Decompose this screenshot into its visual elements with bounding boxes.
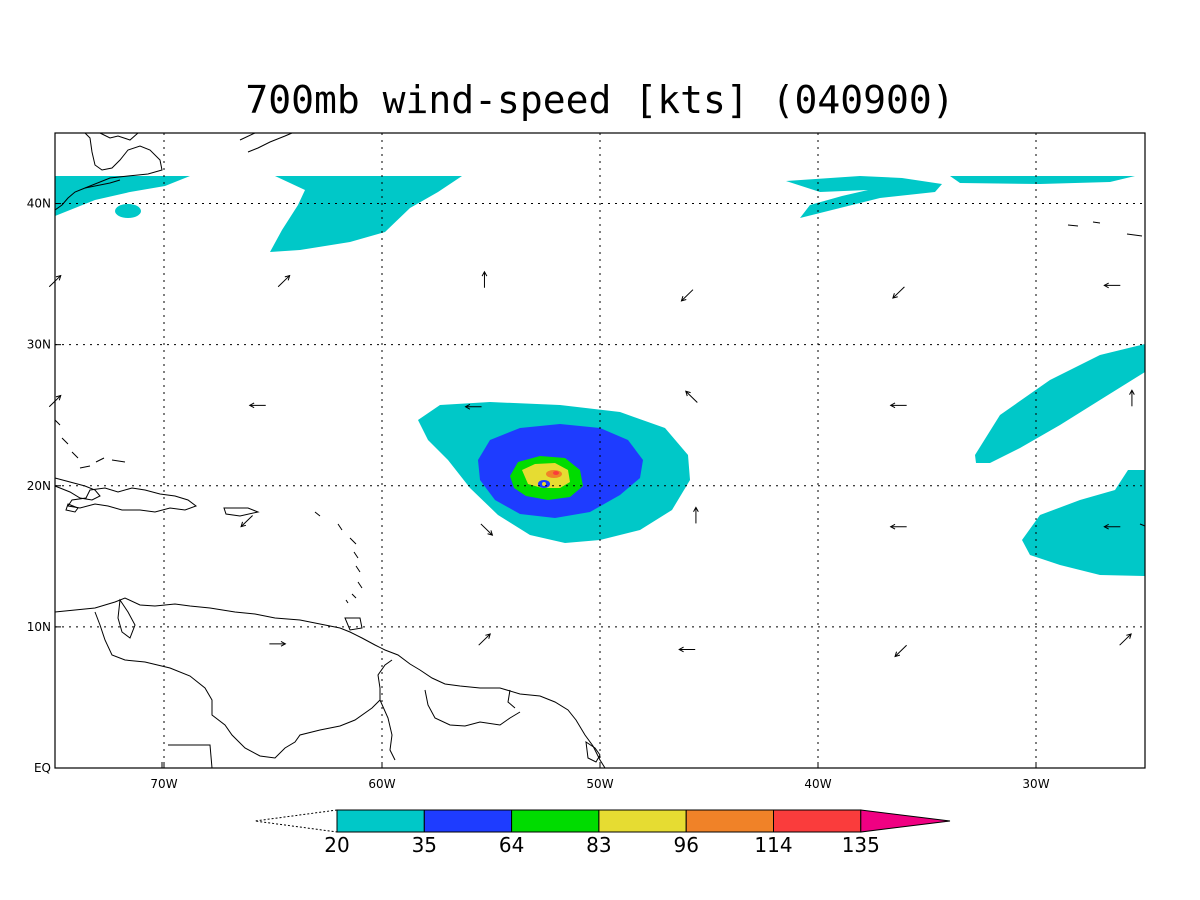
wind-arrow — [1103, 523, 1121, 530]
y-tick-label: 20N — [27, 479, 51, 493]
colorbar-level-label: 135 — [842, 833, 880, 857]
wind-arrow — [481, 270, 488, 288]
colorbar-swatch — [336, 809, 425, 833]
wind-vectors — [48, 270, 1135, 658]
x-tick-label: 50W — [586, 777, 613, 791]
contour-20kt-north-band-west — [270, 176, 462, 252]
colorbar-swatch — [685, 809, 775, 833]
colorbar-swatch — [598, 809, 687, 833]
longitude-tick-labels: 70W 60W 50W 40W 30W — [150, 762, 1050, 791]
wind-arrow — [693, 506, 699, 524]
wind-arrow — [889, 402, 907, 409]
colorbar-swatch — [423, 809, 513, 833]
contour-20kt-east-region — [1022, 470, 1145, 576]
colorbar-level-label: 83 — [586, 833, 611, 857]
coastline-trinidad — [344, 617, 363, 631]
colorbar-swatch — [511, 809, 600, 833]
wind-arrow — [277, 274, 291, 288]
wind-arrow — [464, 403, 482, 410]
coastline-us-northeast — [54, 132, 163, 211]
coastlines — [54, 132, 1146, 769]
contour-20kt-north-band-east-2 — [950, 176, 1135, 184]
contour-83kt-hurricane — [522, 463, 570, 488]
colorbar-level-label: 35 — [412, 833, 437, 857]
x-tick-label: 40W — [804, 777, 831, 791]
hurricane-eye-center — [542, 482, 546, 486]
latitude-tick-labels: EQ 10N 20N 30N 40N — [27, 197, 61, 775]
contour-20kt-subtropical-band — [975, 344, 1145, 463]
colorbar-level-label: 96 — [673, 833, 698, 857]
map-title: 700mb wind-speed [kts] (040900) — [245, 78, 955, 122]
coastline-canaries-edge — [1139, 523, 1146, 527]
contour-20kt-north-band-east-1 — [786, 176, 942, 218]
wind-arrow — [48, 274, 62, 288]
coastline-hispaniola — [67, 487, 198, 513]
colorbar-above-range — [860, 809, 951, 833]
wind-arrow — [478, 633, 491, 646]
contour-20kt-small-blob — [115, 204, 141, 218]
y-tick-label: EQ — [34, 761, 51, 775]
wind-arrow — [269, 640, 287, 647]
wind-arrow — [678, 646, 696, 653]
colorbar: 20 35 64 83 96 114 135 — [254, 809, 951, 857]
coastline-south-america-interior — [94, 611, 521, 761]
colorbar-swatch — [773, 809, 862, 833]
wind-arrow — [48, 394, 62, 408]
coastline-azores — [1067, 221, 1143, 237]
wind-arrow — [248, 402, 266, 409]
wind-arrow — [892, 286, 905, 299]
coastline-long-island — [84, 179, 121, 189]
lat-lon-grid — [55, 133, 1145, 768]
coastline-amazon-delta — [585, 740, 601, 763]
wind-arrow — [1119, 633, 1132, 646]
wind-arrow — [240, 515, 253, 528]
wind-arrow — [680, 289, 694, 302]
coastline-puerto-rico — [223, 507, 260, 517]
wind-speed-contours — [55, 176, 1145, 576]
coastline-lake-maracaibo — [117, 598, 136, 639]
y-tick-label: 30N — [27, 338, 51, 352]
coastline-bottom-left — [161, 744, 213, 769]
x-tick-label: 70W — [150, 777, 177, 791]
wind-arrow — [894, 644, 907, 658]
contour-114kt-hurricane — [553, 471, 559, 475]
y-tick-label: 40N — [27, 197, 51, 211]
coastline-cuba — [54, 477, 101, 501]
coastline-new-england — [99, 132, 293, 153]
wind-arrow — [1129, 389, 1135, 407]
coastline-jamaica — [65, 503, 79, 513]
wind-arrow — [889, 523, 907, 530]
wind-arrow — [480, 523, 494, 536]
coastline-south-america — [54, 597, 606, 769]
wind-arrow — [685, 390, 698, 403]
coastline-bahamas — [54, 419, 126, 469]
colorbar-level-label: 64 — [499, 833, 524, 857]
coastline-lesser-antilles — [314, 511, 363, 604]
colorbar-level-label: 20 — [324, 833, 349, 857]
x-tick-label: 60W — [368, 777, 395, 791]
colorbar-level-label: 114 — [754, 833, 792, 857]
x-tick-label: 30W — [1022, 777, 1049, 791]
wind-arrow — [1103, 282, 1121, 289]
colorbar-below-range — [254, 809, 338, 833]
y-tick-label: 10N — [27, 620, 51, 634]
